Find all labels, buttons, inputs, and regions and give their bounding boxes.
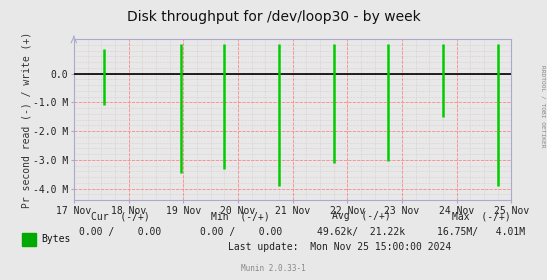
Text: 0.00 /    0.00: 0.00 / 0.00	[79, 227, 161, 237]
Y-axis label: Pr second read (-) / write (+): Pr second read (-) / write (+)	[22, 32, 32, 208]
Text: 16.75M/   4.01M: 16.75M/ 4.01M	[437, 227, 526, 237]
Text: Avg  (-/+): Avg (-/+)	[331, 211, 391, 221]
Text: Cur  (-/+): Cur (-/+)	[91, 211, 150, 221]
Text: Munin 2.0.33-1: Munin 2.0.33-1	[241, 264, 306, 273]
Text: Max  (-/+): Max (-/+)	[452, 211, 511, 221]
Text: Disk throughput for /dev/loop30 - by week: Disk throughput for /dev/loop30 - by wee…	[126, 10, 421, 24]
Text: Bytes: Bytes	[41, 234, 71, 244]
Text: Last update:  Mon Nov 25 15:00:00 2024: Last update: Mon Nov 25 15:00:00 2024	[228, 242, 451, 252]
Text: 49.62k/  21.22k: 49.62k/ 21.22k	[317, 227, 405, 237]
Text: RRDTOOL / TOBI OETIKER: RRDTOOL / TOBI OETIKER	[540, 65, 546, 148]
Text: 0.00 /    0.00: 0.00 / 0.00	[200, 227, 282, 237]
Text: Min  (-/+): Min (-/+)	[211, 211, 270, 221]
